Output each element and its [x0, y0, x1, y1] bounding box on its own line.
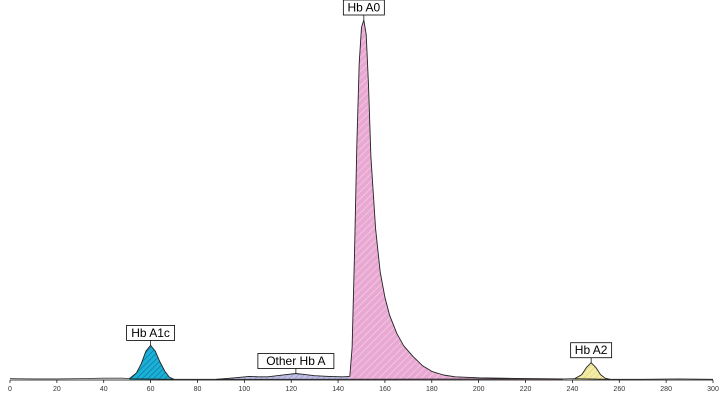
peak-outline-hb-a1c [129, 344, 175, 380]
peak-label-text: Hb A0 [347, 1, 380, 15]
peak-outline-hb-a2 [574, 362, 611, 380]
x-tick-label: 80 [194, 386, 202, 393]
x-tick-label: 240 [567, 386, 579, 393]
x-tick-label: 40 [100, 386, 108, 393]
x-tick-label: 60 [147, 386, 155, 393]
peak-outline-hb-a0 [349, 19, 564, 380]
x-tick-label: 0 [8, 386, 12, 393]
peak-outline-other-hb-a [216, 373, 350, 380]
peak-label-hb-a0: Hb A0 [342, 0, 385, 20]
peak-label-hb-a1c: Hb A1c [126, 325, 175, 346]
peak-label-box [126, 325, 175, 341]
peak-label-other-hb-a: Other Hb A [257, 353, 335, 374]
x-tick-label: 100 [238, 386, 250, 393]
peak-label-box [257, 353, 335, 369]
chromatogram-trace [9, 19, 714, 380]
x-tick-label: 220 [520, 386, 532, 393]
x-axis: 0 20 40 60 80 100 120 140 160 180 200 220 240 260 280 3… [8, 379, 719, 393]
x-tick-label: 200 [473, 386, 485, 393]
x-tick-label: 180 [426, 386, 438, 393]
x-tick-label: 140 [332, 386, 344, 393]
baseline-trace [9, 377, 714, 380]
peak-area-hb-a2 [574, 362, 610, 380]
peak-label-text: Other Hb A [266, 354, 325, 368]
peak-labels: Hb A1c Other Hb A Hb A0 Hb A2 [126, 0, 613, 374]
x-tick-label: 260 [613, 386, 625, 393]
peak-area-other-hb-a [216, 373, 350, 380]
x-tick-label: 280 [660, 386, 672, 393]
peak-label-text: Hb A1c [131, 326, 170, 340]
x-tick-label: 20 [53, 386, 61, 393]
x-tick-label: 120 [285, 386, 297, 393]
peak-area-hb-a0 [349, 20, 563, 380]
peak-label-hb-a2: Hb A2 [570, 342, 613, 363]
peak-label-box [342, 0, 385, 16]
x-tick-label: 300 [707, 386, 719, 393]
peak-areas [129, 20, 610, 380]
peak-label-box [570, 342, 613, 359]
peak-area-hb-a1c [129, 345, 174, 380]
peak-label-text: Hb A2 [575, 343, 608, 357]
x-tick-label: 160 [379, 386, 391, 393]
